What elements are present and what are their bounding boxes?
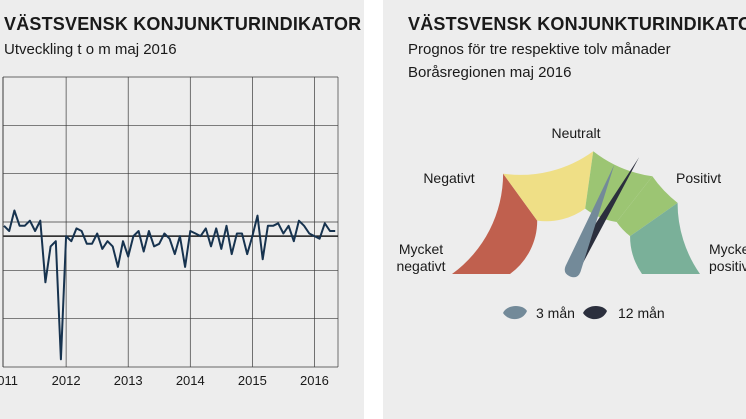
x-tick-label: 2016 bbox=[300, 373, 329, 388]
line-chart-panel: VÄSTSVENSK KONJUNKTURINDIKATOR Utvecklin… bbox=[0, 0, 364, 419]
gauge-chart-title: VÄSTSVENSK KONJUNKTURINDIKATOR bbox=[408, 14, 746, 34]
x-tick-label: 2014 bbox=[176, 373, 205, 388]
series-line bbox=[3, 209, 336, 361]
gauge-chart-subtitle-region: Boråsregionen maj 2016 bbox=[408, 64, 572, 81]
segment-label: positivt bbox=[709, 258, 746, 274]
legend-marker-12-man bbox=[583, 305, 607, 320]
gauge-chart-panel: VÄSTSVENSK KONJUNKTURINDIKATOR Prognos f… bbox=[383, 0, 746, 419]
segment-label: Mycket bbox=[399, 241, 443, 257]
x-tick-label: 2013 bbox=[114, 373, 143, 388]
segment-label: Positivt bbox=[676, 170, 721, 186]
segment-label: Negativt bbox=[423, 170, 474, 186]
line-chart-title: VÄSTSVENSK KONJUNKTURINDIKATOR bbox=[4, 14, 362, 34]
legend-label-3-man: 3 mån bbox=[536, 305, 575, 321]
segment-neutralt bbox=[585, 151, 653, 222]
gauge-chart-subtitle: Prognos för tre respektive tolv månader bbox=[408, 41, 671, 58]
legend-marker-3-man bbox=[503, 305, 527, 320]
x-tick-label: 2012 bbox=[52, 373, 81, 388]
segment-label: negativt bbox=[396, 258, 445, 274]
x-tick-label: 2011 bbox=[0, 373, 18, 388]
segment-mycket-positivt bbox=[630, 202, 700, 274]
x-tick-label: 2015 bbox=[238, 373, 267, 388]
segment-label: Mycket bbox=[709, 241, 746, 257]
gauge-chart: MycketnegativtNegativtNeutraltPositivtMy… bbox=[396, 125, 746, 321]
needle-3-man bbox=[564, 164, 615, 278]
segment-label: Neutralt bbox=[551, 125, 600, 141]
segment-positivt bbox=[616, 176, 678, 237]
segment-mycket-negativt bbox=[452, 173, 538, 274]
segment-negativt bbox=[503, 151, 594, 222]
legend-label-12-man: 12 mån bbox=[618, 305, 665, 321]
line-chart-subtitle: Utveckling t o m maj 2016 bbox=[4, 41, 177, 58]
line-chart: 2011 2012 2013 2014 2015 2016 bbox=[0, 76, 339, 388]
grid bbox=[3, 76, 339, 368]
